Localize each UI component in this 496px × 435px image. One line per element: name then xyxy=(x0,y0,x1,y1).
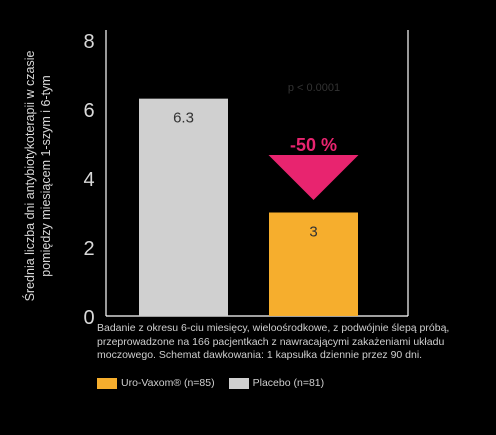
chart-legend: Uro-Vaxom® (n=85) Placebo (n=81) xyxy=(97,377,338,389)
legend-item-placebo: Placebo (n=81) xyxy=(228,377,325,389)
reduction-arrow xyxy=(268,155,359,200)
bar-value-label: 6.3 xyxy=(173,110,194,127)
y-tick-label: 2 xyxy=(83,238,94,260)
y-tick-label: 0 xyxy=(83,307,94,329)
legend-item-urovaxom: Uro-Vaxom® (n=85) xyxy=(97,377,215,389)
legend-label-placebo: Placebo (n=81) xyxy=(252,377,325,389)
legend-swatch-placebo xyxy=(228,377,249,389)
p-value-label: p < 0.0001 xyxy=(288,82,340,94)
y-tick-label: 8 xyxy=(83,31,94,53)
y-axis-title: Średnia liczba dni antybiotykoterapii w … xyxy=(22,51,37,302)
bar xyxy=(139,98,228,317)
bar xyxy=(269,212,358,316)
chart-caption: Badanie z okresu 6-ciu miesięcy, wielooś… xyxy=(97,322,450,361)
y-tick-label: 6 xyxy=(83,100,94,122)
legend-label-urovaxom: Uro-Vaxom® (n=85) xyxy=(121,377,215,389)
bar-value-label: 3 xyxy=(309,224,317,241)
y-axis-title: pomiędzy miesiącem 1-szym i 6-tym xyxy=(39,75,53,276)
reduction-label: -50 % xyxy=(290,135,337,155)
y-tick-label: 4 xyxy=(83,169,94,191)
legend-swatch-urovaxom xyxy=(97,377,117,389)
